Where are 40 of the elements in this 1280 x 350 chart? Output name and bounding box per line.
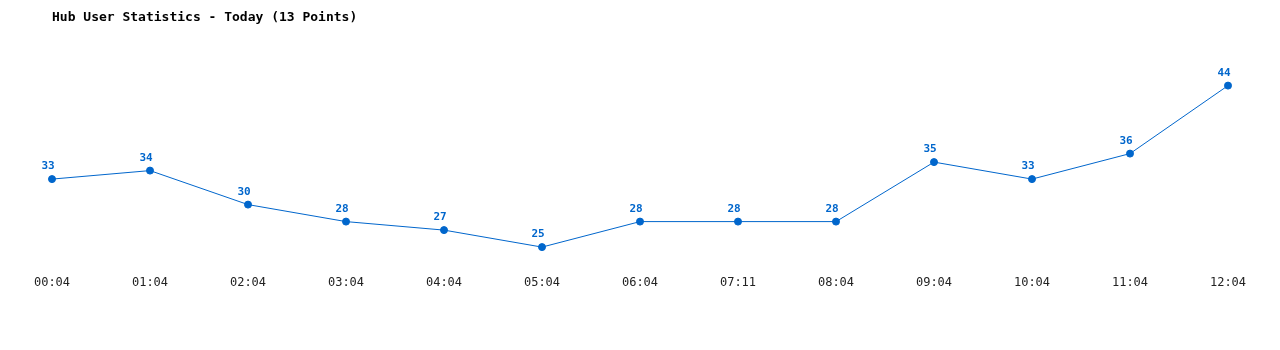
x-tick-label: 08:04 — [817, 274, 855, 289]
data-label: 35 — [923, 142, 937, 156]
x-tick-label: 05:04 — [523, 274, 561, 289]
x-tick-label: 09:04 — [915, 274, 953, 289]
x-tick-label: 01:04 — [131, 274, 169, 289]
point — [538, 243, 546, 252]
data-label: 25 — [531, 227, 545, 241]
x-tick-label: 00:04 — [33, 274, 71, 289]
point — [1126, 149, 1134, 158]
x-tick-label: 12:04 — [1209, 274, 1247, 289]
point — [1028, 175, 1036, 184]
point — [734, 217, 742, 226]
data-label: 28 — [629, 201, 643, 215]
data-label: 30 — [237, 184, 251, 198]
x-tick-label: 11:04 — [1111, 274, 1149, 289]
x-tick-label: 07:11 — [719, 274, 757, 289]
point — [832, 217, 840, 226]
data-label: 27 — [433, 210, 447, 224]
data-label: 28 — [335, 201, 349, 215]
x-tick-label: 10:04 — [1013, 274, 1051, 289]
data-label: 44 — [1217, 65, 1231, 79]
point — [48, 175, 56, 184]
point — [244, 200, 252, 209]
point — [1224, 81, 1232, 90]
x-tick-label: 06:04 — [621, 274, 659, 289]
data-label: 36 — [1119, 133, 1133, 147]
x-tick-label: 04:04 — [425, 274, 463, 289]
point — [342, 217, 350, 226]
chart-title: Hub User Statistics - Today (13 Points) — [52, 9, 358, 25]
data-label: 28 — [825, 201, 839, 215]
data-label: 28 — [727, 201, 741, 215]
point — [440, 226, 448, 235]
data-label: 33 — [1021, 159, 1035, 173]
point — [930, 158, 938, 167]
point — [146, 166, 154, 175]
x-tick-label: 03:04 — [327, 274, 365, 289]
data-label: 34 — [139, 150, 153, 164]
data-label: 33 — [41, 159, 55, 173]
point — [636, 217, 644, 226]
x-tick-label: 02:04 — [229, 274, 267, 289]
